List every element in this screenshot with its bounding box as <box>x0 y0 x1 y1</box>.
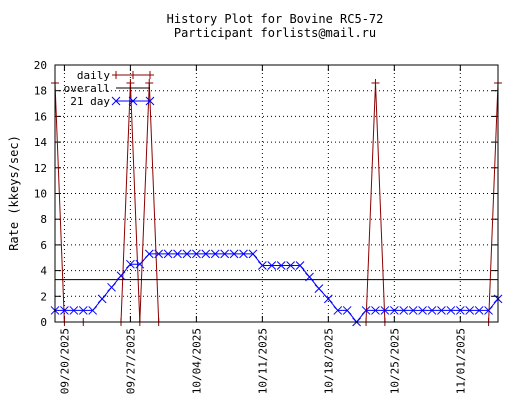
data-point-x <box>78 306 88 315</box>
data-point-x <box>88 306 98 315</box>
y-tick-label: 4 <box>40 265 47 278</box>
data-point-x <box>135 259 145 269</box>
y-tick-label: 18 <box>34 85 47 98</box>
data-point-x <box>60 306 69 315</box>
legend-marker-x <box>128 96 138 106</box>
data-point-x <box>427 306 437 315</box>
data-point-x <box>116 271 126 281</box>
chart-title: History Plot for Bovine RC5-72 <box>167 12 384 26</box>
data-point-x <box>314 284 324 293</box>
data-point-plus <box>371 78 380 87</box>
data-point-x <box>361 306 371 315</box>
data-point-x <box>465 306 475 315</box>
data-point-x <box>97 294 107 304</box>
data-point-x <box>295 261 305 270</box>
data-point-x <box>408 306 418 315</box>
data-point-x <box>192 249 201 259</box>
data-point-x <box>258 261 267 270</box>
data-point-x <box>371 306 380 315</box>
data-point-x <box>437 306 446 315</box>
data-point-x <box>305 272 314 282</box>
data-point-x <box>399 306 409 315</box>
y-tick-label: 14 <box>34 136 48 149</box>
y-axis-label: Rate (kkeys/sec) <box>7 135 21 251</box>
data-point-x <box>323 294 333 304</box>
plot-frame <box>54 64 499 323</box>
data-point-x <box>210 249 220 259</box>
legend-label: 21 day <box>70 95 110 108</box>
x-tick-label: 10/18/2025 <box>322 328 335 394</box>
y-tick-label: 0 <box>40 316 47 329</box>
data-point-x <box>267 261 277 270</box>
data-point-x <box>144 249 154 259</box>
data-point-x <box>201 249 211 259</box>
grid <box>55 65 498 322</box>
y-tick-label: 10 <box>34 188 47 201</box>
data-point-x <box>333 306 343 315</box>
data-point-x <box>154 249 164 259</box>
data-point-x <box>182 249 192 259</box>
legend-label: overall <box>64 82 110 95</box>
y-tick-label: 8 <box>40 213 47 226</box>
data-point-x <box>286 261 295 270</box>
y-tick-label: 12 <box>34 162 47 175</box>
y-tick-label: 6 <box>40 239 47 252</box>
series-line <box>54 82 499 323</box>
data-point-x <box>107 282 116 292</box>
y-tick-label: 20 <box>34 59 47 72</box>
data-point-plus <box>126 78 135 87</box>
data-point-x <box>69 306 79 315</box>
x-axis-ticks: 09/20/2025 09/27/2025 10/04/2025 10/11/2025… <box>58 65 467 394</box>
legend-marker-x <box>111 96 121 106</box>
series-layer <box>50 78 503 327</box>
x-tick-label: 11/01/2025 <box>454 328 467 394</box>
y-tick-label: 2 <box>40 290 47 303</box>
data-point-x <box>484 306 493 315</box>
data-point-x <box>474 306 484 315</box>
data-point-x <box>239 249 248 259</box>
data-point-x <box>126 259 135 269</box>
data-point-plus <box>145 78 154 87</box>
legend-marker-x <box>145 96 155 106</box>
data-point-x <box>173 249 182 259</box>
twenty-one-day-series <box>50 249 503 327</box>
data-point-x <box>455 306 465 315</box>
data-point-x <box>389 306 399 315</box>
data-point-x <box>248 249 258 259</box>
x-tick-label: 10/04/2025 <box>190 328 203 394</box>
x-tick-label: 10/25/2025 <box>388 328 401 394</box>
data-point-x <box>418 306 427 315</box>
data-point-x <box>446 306 456 315</box>
data-point-x <box>220 249 230 259</box>
data-point-x <box>163 249 173 259</box>
data-point-x <box>342 306 352 315</box>
x-tick-label: 10/11/2025 <box>256 328 269 394</box>
legend-marker-plus <box>129 71 137 79</box>
daily-series <box>51 78 502 326</box>
legend-label: daily <box>77 69 110 82</box>
y-tick-label: 16 <box>34 110 47 123</box>
x-tick-label: 09/20/2025 <box>58 328 71 394</box>
x-tick-label: 09/27/2025 <box>124 328 137 394</box>
data-point-x <box>380 306 390 315</box>
legend-marker-plus <box>112 71 120 79</box>
chart-subtitle: Participant forlists@mail.ru <box>174 26 376 40</box>
legend-marker-plus <box>146 71 154 79</box>
data-point-x <box>229 249 239 259</box>
data-point-x <box>276 261 286 270</box>
